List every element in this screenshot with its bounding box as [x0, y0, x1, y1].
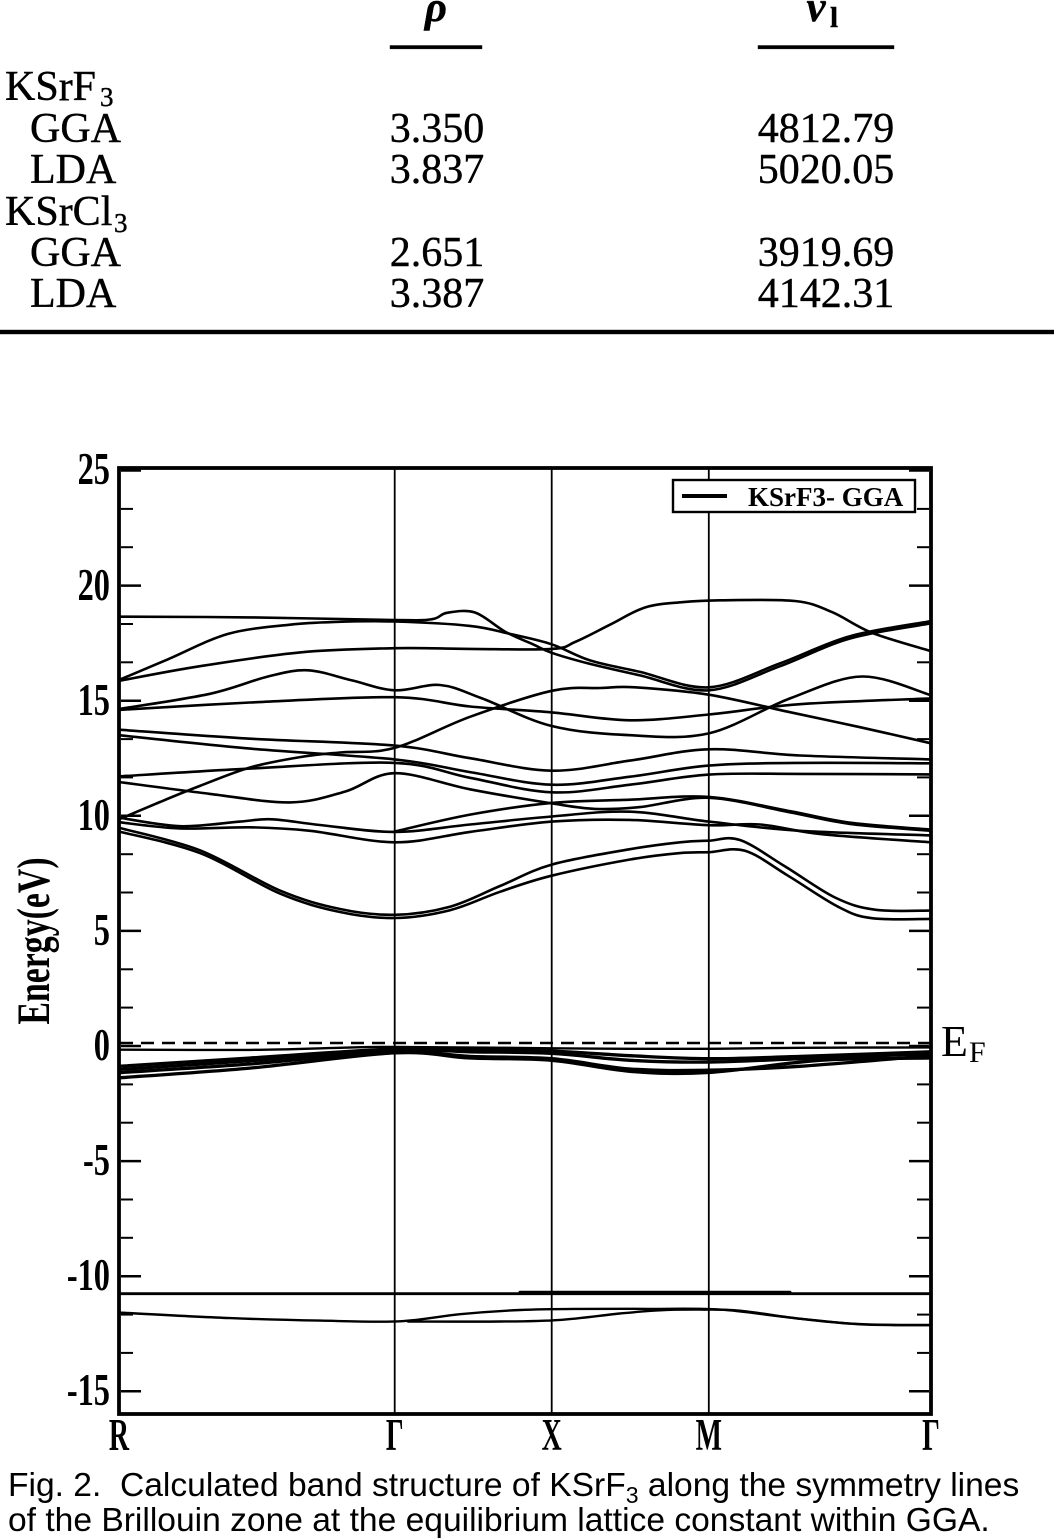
svg-text:Energy(eV): Energy(eV) — [8, 857, 60, 1024]
svg-text:3: 3 — [100, 82, 114, 112]
svg-text:5020.05: 5020.05 — [758, 147, 895, 193]
svg-text:R: R — [109, 1412, 130, 1461]
svg-text:-5: -5 — [83, 1136, 110, 1185]
svg-text:-15: -15 — [67, 1366, 110, 1415]
svg-text:0: 0 — [94, 1021, 110, 1070]
svg-text:GGA: GGA — [30, 230, 122, 276]
svg-text:X: X — [542, 1412, 562, 1461]
svg-text:of the Brillouin zone at the e: of the Brillouin zone at the equilibrium… — [8, 1502, 990, 1538]
svg-text:KSrF3- GGA: KSrF3- GGA — [748, 482, 904, 512]
svg-text:LDA: LDA — [30, 147, 117, 193]
svg-text:M: M — [696, 1412, 722, 1461]
svg-text:GGA: GGA — [30, 106, 122, 152]
svg-text:25: 25 — [78, 445, 110, 494]
svg-text:2.651: 2.651 — [390, 230, 485, 276]
svg-text:3919.69: 3919.69 — [758, 230, 895, 276]
svg-text:Fig. 2. Calculated band struc: Fig. 2. Calculated band structure of KSr… — [8, 1467, 1019, 1508]
svg-text:ρ: ρ — [423, 0, 447, 31]
svg-text:3.350: 3.350 — [390, 106, 485, 152]
svg-text:4812.79: 4812.79 — [758, 106, 895, 152]
svg-text:15: 15 — [78, 676, 110, 725]
svg-text:KSrF: KSrF — [5, 64, 96, 110]
svg-text:-10: -10 — [67, 1251, 110, 1300]
svg-text:l: l — [830, 2, 838, 34]
svg-text:Γ: Γ — [386, 1412, 404, 1461]
svg-text:LDA: LDA — [30, 271, 117, 317]
svg-text:5: 5 — [94, 906, 110, 955]
svg-text:F: F — [969, 1036, 986, 1069]
svg-text:E: E — [941, 1017, 968, 1066]
svg-text:3: 3 — [114, 208, 128, 238]
svg-text:KSrCl: KSrCl — [5, 189, 112, 235]
svg-text:4142.31: 4142.31 — [758, 271, 895, 317]
svg-text:3.387: 3.387 — [390, 271, 485, 317]
svg-text:20: 20 — [78, 561, 110, 610]
svg-text:3.837: 3.837 — [390, 147, 485, 193]
svg-text:Γ: Γ — [922, 1412, 940, 1461]
svg-text:10: 10 — [78, 791, 110, 840]
svg-text:v: v — [806, 0, 826, 31]
